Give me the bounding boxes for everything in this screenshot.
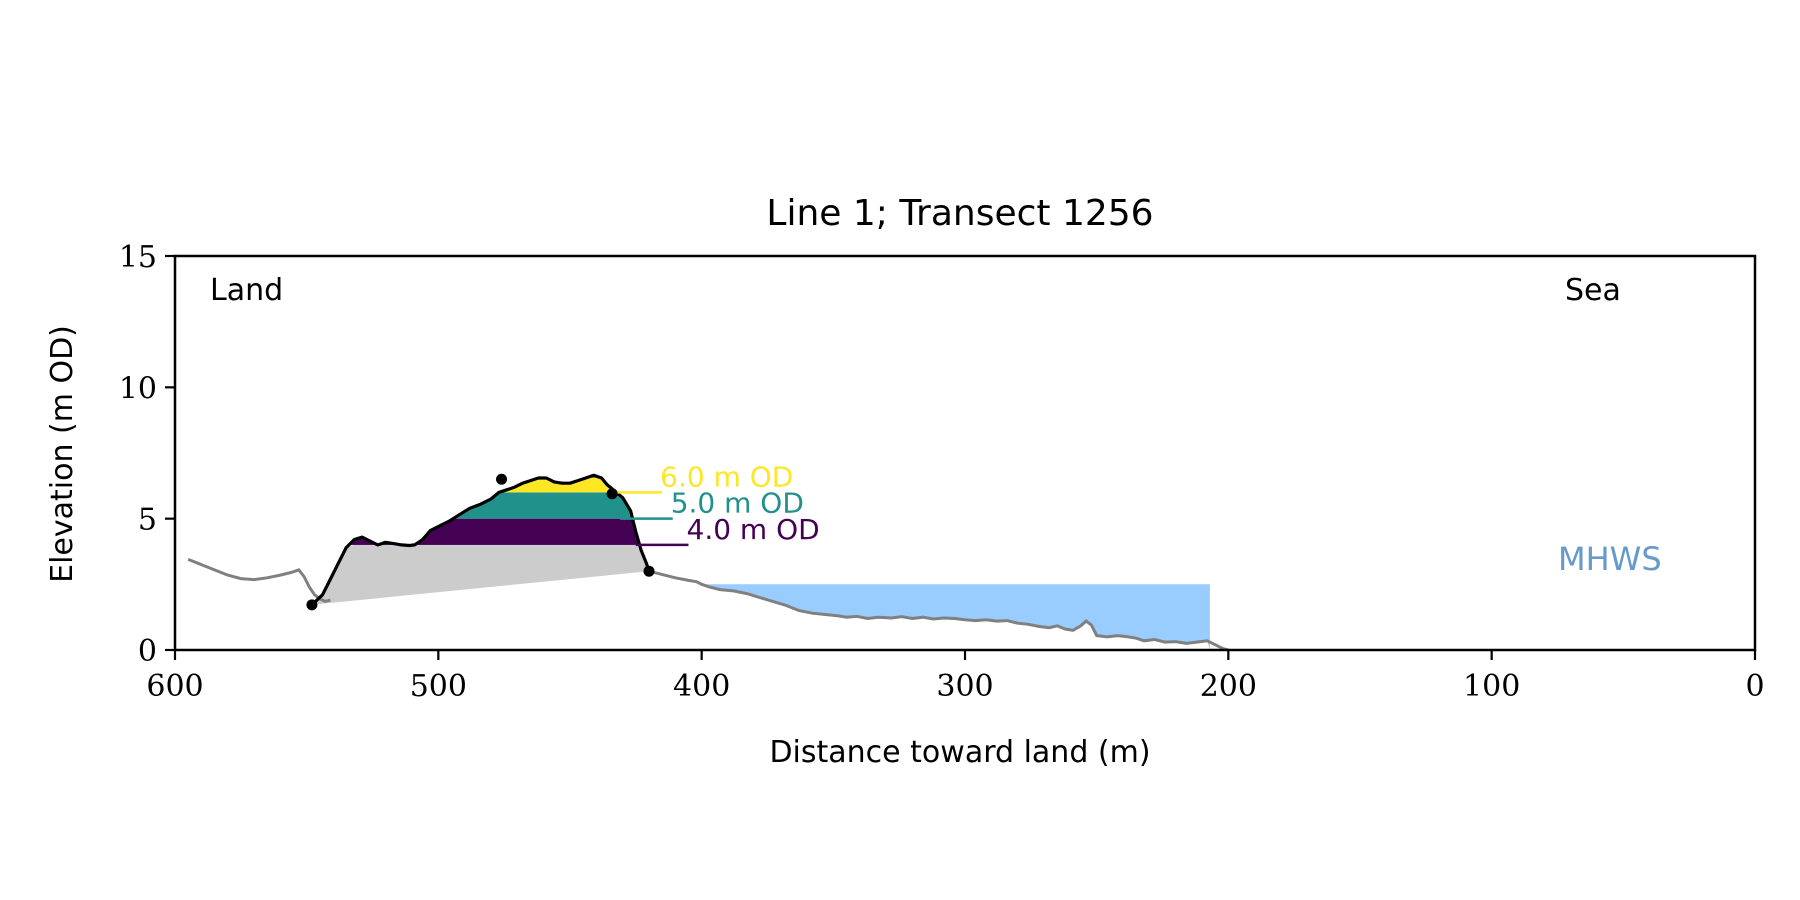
dune-marker-2: [606, 488, 618, 500]
y-tick-label-1: 5: [138, 503, 157, 538]
x-tick-label-3: 300: [936, 669, 993, 704]
band-5-6: [311, 492, 649, 519]
y-tick-label-3: 15: [119, 240, 157, 275]
band-6-plus: [311, 475, 649, 493]
x-axis-label: Distance toward land (m): [769, 735, 1150, 770]
dune-marker-0: [306, 599, 318, 611]
dune-marker-3: [643, 565, 655, 577]
x-tick-label-6: 0: [1745, 669, 1764, 704]
level-label-2: 6.0 m OD: [660, 460, 793, 493]
axes: 600 500 400 300 200 100 0 0 5 10 15: [119, 240, 1765, 704]
seaward-profile-line: [648, 569, 1229, 652]
land-label: Land: [210, 273, 283, 308]
landward-profile-line: [187, 558, 331, 603]
dune-profile-line: [310, 473, 651, 606]
sea-label: Sea: [1565, 273, 1621, 308]
x-tick-label-0: 600: [146, 669, 203, 704]
y-tick-label-2: 10: [119, 371, 157, 406]
dune-base-area: [311, 544, 649, 605]
x-tick-label-1: 500: [410, 669, 467, 704]
y-axis-label: Elevation (m OD): [45, 325, 80, 583]
dune-marker-1: [496, 473, 508, 485]
level-label-0: 4.0 m OD: [687, 513, 820, 546]
mhws-label: MHWS: [1558, 540, 1662, 578]
chart-title: Line 1; Transect 1256: [766, 193, 1153, 234]
x-tick-label-2: 400: [673, 669, 730, 704]
x-tick-label-4: 200: [1200, 669, 1257, 704]
plot-area: 4.0 m OD5.0 m OD6.0 m OD: [187, 460, 1229, 652]
y-tick-label-0: 0: [138, 634, 157, 669]
level-label-1: 5.0 m OD: [671, 487, 804, 520]
x-tick-label-5: 100: [1463, 669, 1520, 704]
